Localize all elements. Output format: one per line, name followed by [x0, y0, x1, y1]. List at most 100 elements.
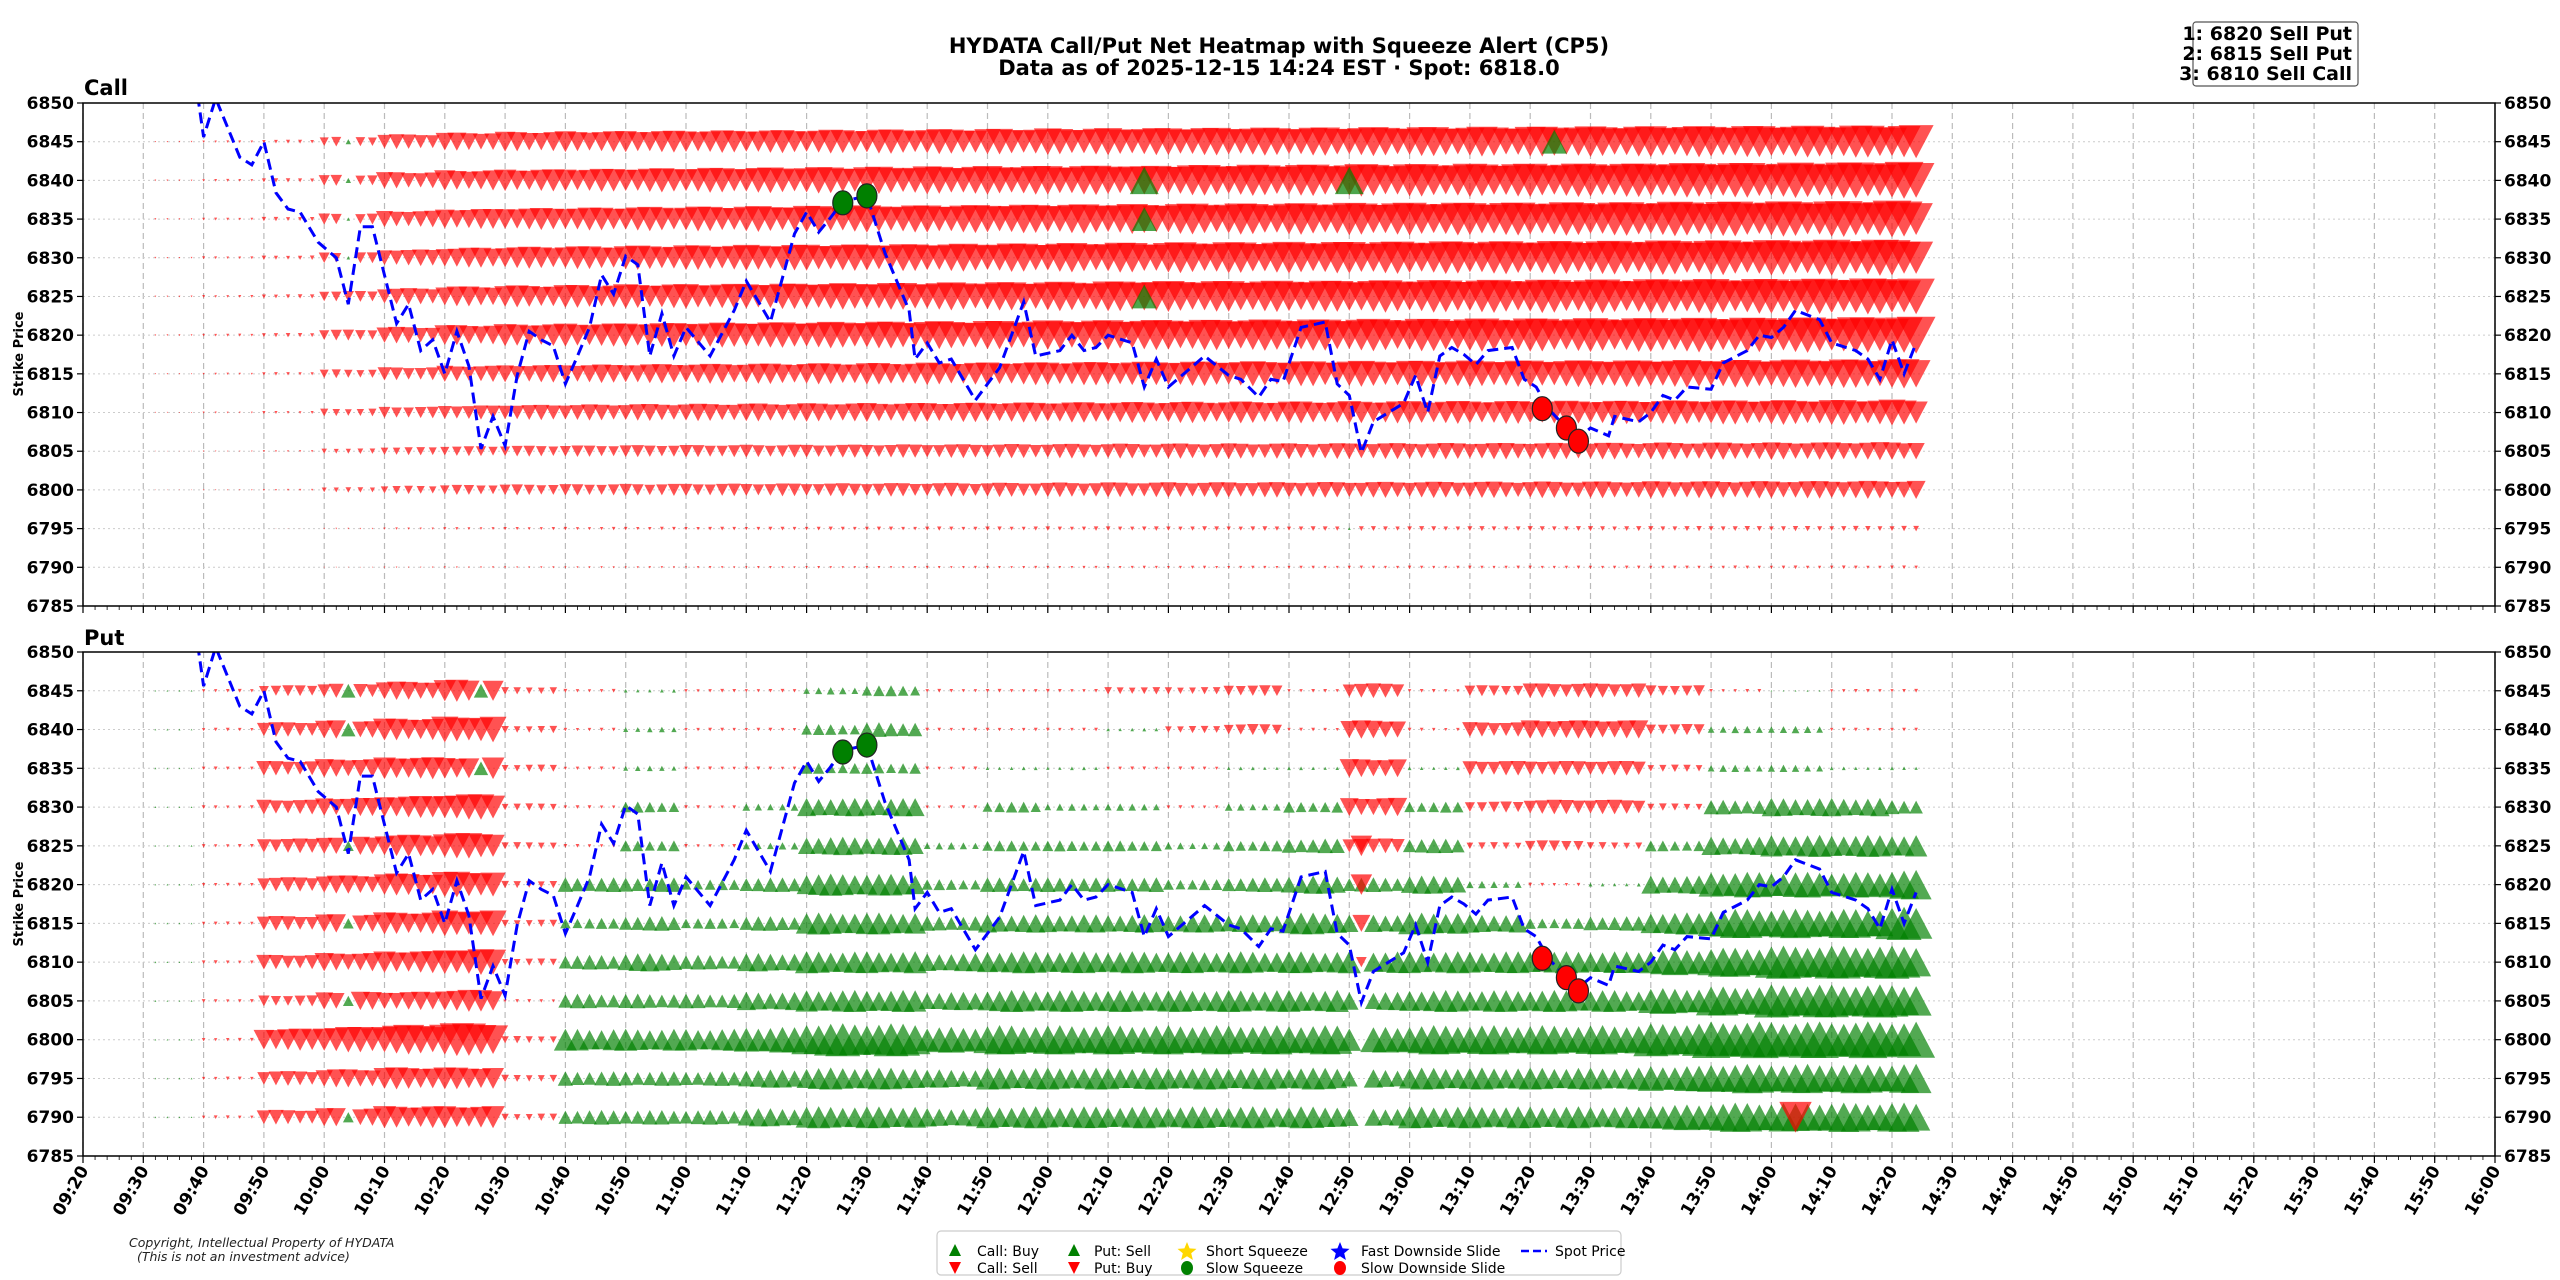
put-sell-marker	[923, 842, 931, 850]
x-tick-label: 14:00	[1737, 1162, 1781, 1219]
put-sell-marker	[772, 1069, 792, 1088]
call-sell-marker	[262, 139, 266, 144]
put-buy-marker	[997, 688, 1002, 693]
put-sell-marker	[1250, 766, 1255, 771]
put-sell-marker	[342, 840, 354, 851]
put-buy-marker	[1619, 684, 1634, 698]
put-buy-marker	[696, 805, 700, 809]
put-buy-marker	[1524, 840, 1536, 851]
put-y-tick-label-right: 6850	[2504, 643, 2551, 663]
put-buy-marker	[238, 1115, 242, 1119]
call-sell-marker	[653, 404, 671, 421]
call-sell-marker	[392, 485, 401, 494]
put-sell-marker	[691, 1072, 705, 1085]
put-sell-marker	[473, 761, 489, 776]
put-buy-marker	[305, 878, 319, 891]
call-sell-marker	[1654, 481, 1672, 499]
put-buy-marker	[599, 766, 604, 771]
put-sell-marker	[1004, 878, 1019, 892]
call-sell-marker	[684, 566, 688, 569]
call-sell-marker	[1142, 565, 1146, 569]
call-sell-marker	[872, 483, 886, 497]
put-sell-marker	[742, 803, 751, 811]
call-sell-marker	[154, 373, 157, 375]
put-sell-marker	[761, 953, 780, 971]
put-buy-marker	[350, 836, 370, 855]
call-sell-marker	[853, 526, 857, 531]
put-buy-legend-icon	[1068, 1262, 1080, 1274]
call-y-tick-label: 6825	[27, 287, 74, 307]
call-sell-marker	[877, 565, 881, 569]
put-buy-marker	[985, 727, 990, 732]
put-buy-marker	[257, 1072, 271, 1085]
put-sell-marker	[1275, 766, 1279, 770]
put-sell-marker	[1281, 838, 1297, 853]
call-sell-marker	[275, 528, 277, 529]
put-sell-marker	[917, 953, 937, 971]
put-buy-marker	[1094, 727, 1098, 732]
call-sell-marker	[1528, 565, 1532, 569]
put-sell-marker	[1056, 803, 1064, 811]
put-sell-marker	[671, 765, 677, 771]
put-buy-marker	[1488, 685, 1500, 697]
call-sell-marker	[1798, 481, 1817, 499]
call-sell-marker	[1901, 525, 1907, 532]
put-buy-marker	[314, 720, 334, 739]
call-sell-marker	[1673, 565, 1677, 569]
call-sell-marker	[1058, 566, 1062, 569]
put-sell-marker	[1005, 801, 1018, 813]
put-buy-marker	[292, 877, 308, 892]
put-sell-marker	[1127, 840, 1138, 851]
call-sell-marker	[331, 369, 341, 379]
put-buy-marker	[225, 882, 230, 887]
call-sell-marker	[1009, 526, 1014, 531]
put-sell-marker	[985, 766, 990, 771]
put-sell-marker	[166, 728, 169, 731]
call-sell-marker	[1485, 481, 1503, 499]
call-sell-marker	[214, 489, 217, 491]
call-plot-frame	[82, 102, 2496, 607]
call-sell-marker	[285, 294, 291, 299]
put-buy-marker	[1681, 724, 1693, 736]
put-sell-marker	[1148, 877, 1165, 893]
put-sell-marker	[635, 727, 641, 732]
put-sell-marker	[1537, 918, 1548, 929]
put-buy-marker	[1594, 721, 1611, 738]
call-sell-marker	[250, 411, 253, 414]
call-sell-marker	[1029, 483, 1043, 497]
put-buy-marker	[1645, 724, 1657, 735]
call-sell-marker	[321, 487, 327, 493]
call-sell-marker	[985, 526, 990, 531]
put-sell-marker	[1328, 876, 1346, 893]
call-sell-marker	[1082, 565, 1086, 569]
put-buy-marker	[1576, 882, 1581, 887]
put-sell-marker	[994, 802, 1005, 813]
put-buy-marker	[611, 727, 616, 732]
put-buy-marker	[201, 727, 206, 732]
call-sell-marker	[332, 408, 341, 417]
put-buy-marker	[314, 759, 334, 778]
call-sell-marker	[395, 566, 398, 569]
put-slow-slide-alert	[1531, 945, 1553, 971]
call-sell-marker	[285, 217, 291, 222]
call-sell-marker	[1401, 443, 1418, 459]
put-buy-marker	[525, 1075, 533, 1082]
put-buy-marker	[537, 803, 545, 811]
call-sell-marker	[1853, 565, 1858, 570]
put-buy-marker	[611, 766, 616, 770]
put-buy-marker	[327, 993, 345, 1009]
call-sell-marker	[1685, 565, 1689, 570]
call-sell-marker	[1883, 481, 1901, 498]
put-buy-marker	[1214, 766, 1219, 770]
put-buy-marker	[338, 1069, 358, 1088]
put-sell-marker	[1364, 992, 1382, 1010]
call-sell-marker	[1823, 481, 1841, 499]
put-buy-marker	[1130, 766, 1135, 771]
put-buy-marker	[1045, 727, 1050, 732]
put-sell-marker	[943, 1109, 960, 1126]
call-y-tick-label: 6835	[27, 210, 74, 230]
put-buy-marker	[201, 999, 206, 1003]
x-tick-label: 13:20	[1496, 1162, 1540, 1219]
put-buy-marker	[1607, 684, 1622, 698]
put-sell-marker	[1090, 840, 1102, 851]
